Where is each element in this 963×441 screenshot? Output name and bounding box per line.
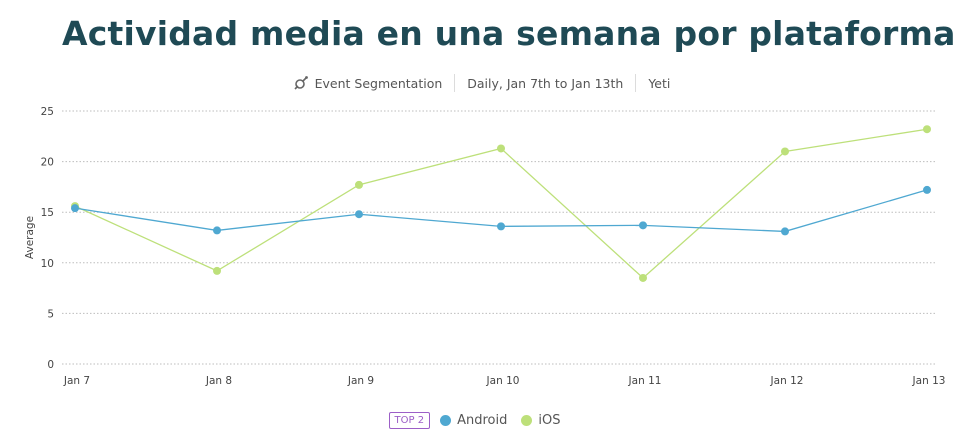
x-tick-label: Jan 8 <box>205 375 232 387</box>
data-point-ios <box>781 147 789 156</box>
ios-legend-dot <box>521 415 533 426</box>
legend-label-android: Android <box>457 413 508 428</box>
segment-info[interactable]: Event Segmentation <box>281 75 455 91</box>
x-tick-label: Jan 10 <box>486 375 520 387</box>
data-point-ios <box>639 273 647 282</box>
data-point-android <box>781 227 789 236</box>
data-point-ios <box>213 266 221 275</box>
y-axis-label: Average <box>24 216 36 259</box>
y-tick-label: 10 <box>41 258 54 270</box>
data-point-android <box>213 226 221 235</box>
project-name[interactable]: Yeti <box>648 75 671 91</box>
x-tick-label: Jan 12 <box>770 375 804 387</box>
android-legend-dot <box>440 415 452 426</box>
data-point-android <box>497 222 505 231</box>
data-point-android <box>355 210 363 219</box>
date-range[interactable]: Daily, Jan 7th to Jan 13th <box>467 75 624 91</box>
x-tick-label: Jan 7 <box>63 375 90 387</box>
y-tick-label: 5 <box>47 308 54 320</box>
y-tick-label: 15 <box>41 207 54 219</box>
x-tick-label: Jan 13 <box>912 375 946 387</box>
x-tick-label: Jan 9 <box>347 375 374 387</box>
data-point-android <box>71 204 79 213</box>
line-chart: 0 5 10 15 20 25 Average Jan 7 Jan 8 Jan 9 Jan 10 Ja… <box>24 106 946 387</box>
segment-label: Event Segmentation <box>314 75 443 91</box>
data-point-ios <box>355 180 363 189</box>
data-point-android <box>923 185 931 194</box>
y-tick-label: 20 <box>41 157 54 169</box>
divider <box>635 74 637 92</box>
data-point-ios <box>497 144 505 153</box>
event-segmentation-icon <box>294 76 308 90</box>
legend-item-ios[interactable]: iOS <box>521 413 560 428</box>
y-tick-label: 0 <box>47 359 54 371</box>
divider <box>454 74 456 92</box>
chart-legend: TOP 2 Android iOS <box>0 412 963 429</box>
legend-label-ios: iOS <box>538 413 561 428</box>
y-tick-label: 25 <box>41 106 54 118</box>
legend-item-android[interactable]: Android <box>440 413 507 428</box>
data-point-android <box>639 221 647 230</box>
chart-title: Actividad media en una semana por plataf… <box>62 14 956 53</box>
chart-subtitle-bar: Event Segmentation Daily, Jan 7th to Jan… <box>0 74 963 92</box>
data-point-ios <box>923 125 931 134</box>
x-tick-label: Jan 11 <box>628 375 662 387</box>
top-badge[interactable]: TOP 2 <box>388 412 431 429</box>
